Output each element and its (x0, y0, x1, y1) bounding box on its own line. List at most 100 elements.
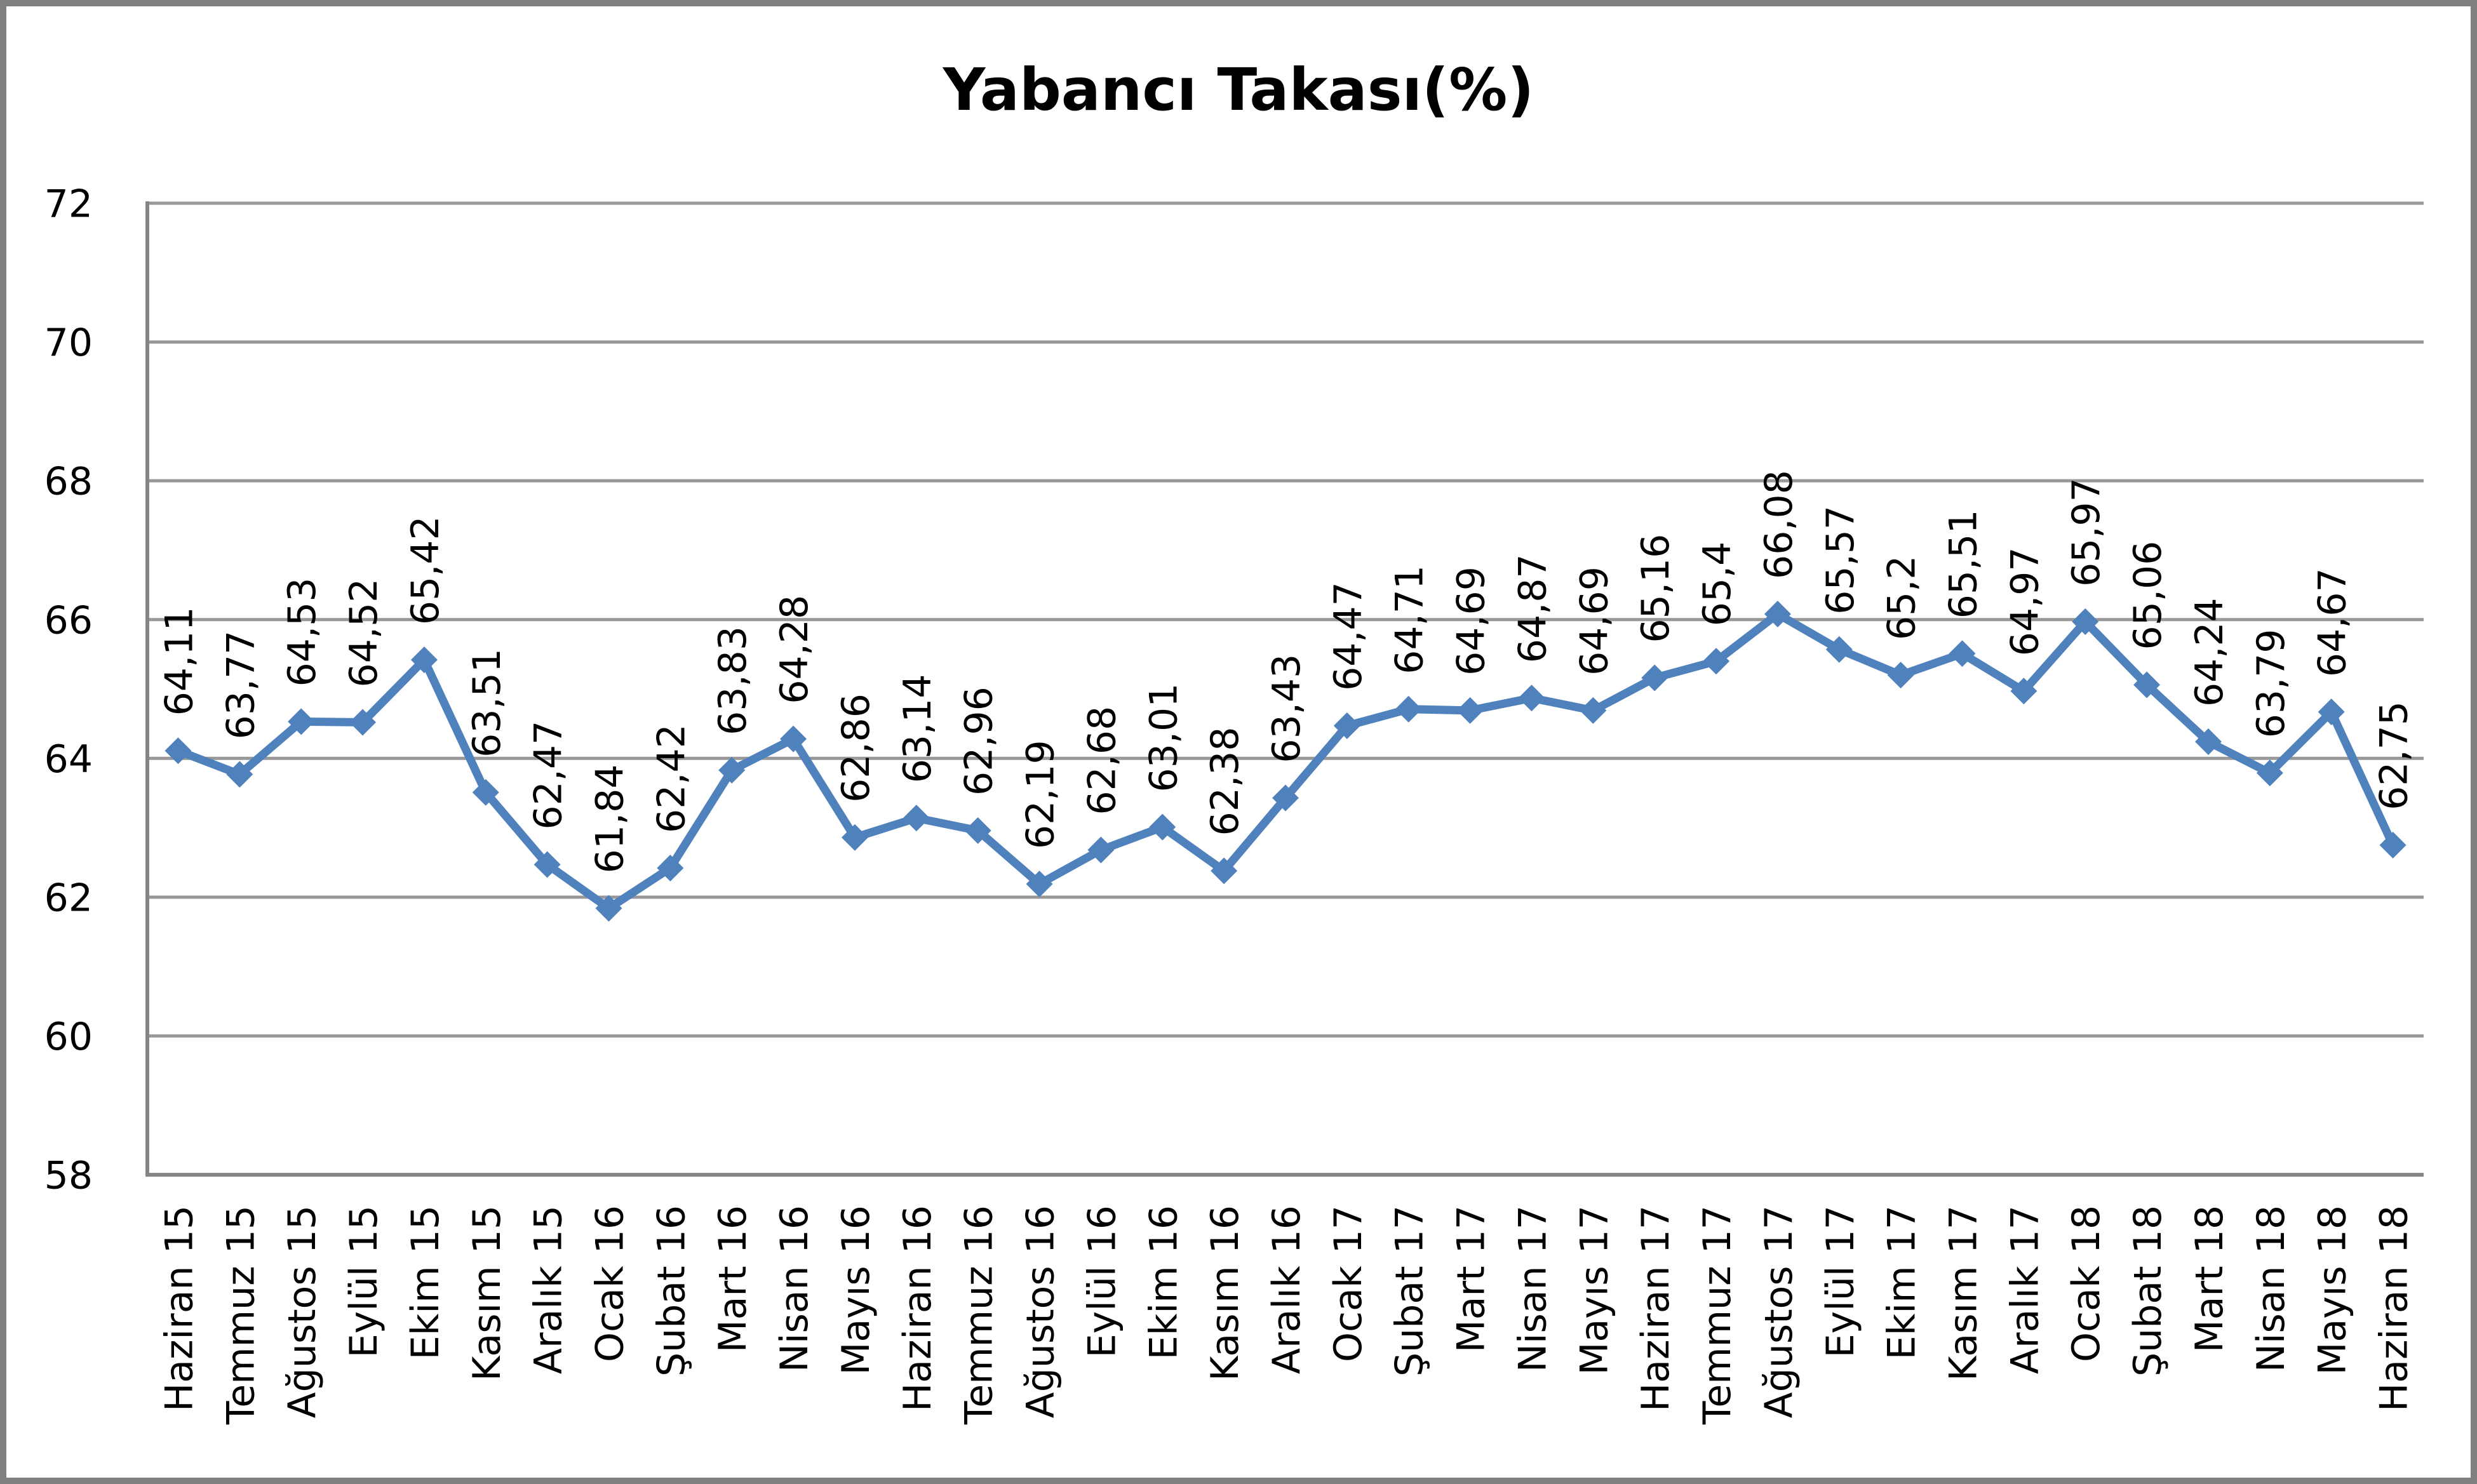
x-axis-category-label: Ağustos 16 (1019, 1205, 1063, 1418)
data-point-marker (226, 761, 253, 788)
y-axis-tick-label: 70 (44, 321, 93, 365)
data-point-label: 64,52 (342, 578, 386, 688)
y-axis-tick-label: 60 (44, 1015, 93, 1059)
data-point-label: 62,86 (834, 693, 878, 803)
data-point-label: 63,43 (1265, 654, 1309, 763)
data-point-marker (1395, 695, 1422, 723)
x-axis-category-label: Eylül 15 (342, 1205, 386, 1358)
data-point-label: 63,01 (1141, 683, 1186, 792)
x-axis-category-label: Aralık 16 (1265, 1205, 1309, 1374)
data-point-marker (1026, 871, 1053, 898)
data-point-label: 63,83 (711, 626, 755, 735)
data-point-marker (1949, 640, 1976, 667)
x-axis-category-label: Kasım 17 (1942, 1205, 1986, 1381)
data-point-marker (657, 854, 684, 881)
data-point-marker (1887, 662, 1914, 689)
data-point-marker (1333, 712, 1360, 739)
x-axis-category-label: Nisan 18 (2249, 1205, 2293, 1372)
x-axis-category-label: Temmuz 17 (1695, 1205, 1740, 1425)
data-point-label: 65,4 (1695, 542, 1740, 627)
data-point-label: 65,97 (2064, 478, 2109, 587)
x-axis-category-label: Aralık 15 (527, 1205, 571, 1374)
y-axis-tick-label: 64 (44, 737, 93, 782)
data-point-label: 62,38 (1203, 727, 1247, 836)
data-point-marker (1641, 664, 1668, 692)
x-axis-category-label: Haziran 17 (1634, 1205, 1678, 1412)
data-point-marker (1149, 813, 1176, 841)
data-point-marker (288, 708, 315, 735)
x-axis-category-label: Şubat 16 (649, 1205, 694, 1377)
data-point-label: 64,28 (772, 595, 817, 704)
y-axis-tick-labels: 58 60 62 64 66 68 70 72 (44, 182, 93, 1198)
x-axis-category-label: Mart 18 (2187, 1205, 2232, 1353)
data-point-label: 64,47 (1326, 582, 1371, 691)
x-axis-category-label: Mayıs 17 (1572, 1205, 1616, 1375)
data-point-marker (1087, 836, 1115, 864)
y-axis-tick-label: 66 (44, 598, 93, 643)
data-point-marker (2133, 671, 2161, 699)
data-point-marker (2379, 831, 2407, 859)
data-point-label: 62,19 (1019, 740, 1063, 849)
data-point-label: 62,47 (527, 721, 571, 830)
data-point-label: 65,06 (2126, 541, 2170, 650)
data-point-label: 64,69 (1449, 566, 1494, 676)
data-point-marker (718, 756, 746, 784)
data-point-marker (349, 709, 377, 736)
x-axis-category-label: Haziran 16 (896, 1205, 940, 1412)
data-point-marker (2256, 759, 2283, 787)
data-point-label: 65,16 (1634, 534, 1678, 643)
data-point-marker (964, 817, 991, 844)
y-axis-tick-label: 62 (44, 876, 93, 920)
data-point-label: 64,69 (1572, 566, 1616, 676)
data-point-markers (164, 600, 2407, 922)
x-axis-category-label: Temmuz 16 (957, 1205, 1002, 1425)
data-point-marker (410, 646, 438, 674)
x-axis-category-label: Ocak 16 (587, 1205, 632, 1362)
data-point-marker (1272, 784, 1299, 812)
x-axis-category-label: Kasım 15 (465, 1205, 509, 1381)
y-axis-tick-label: 68 (44, 460, 93, 504)
data-point-label: 64,67 (2311, 568, 2355, 677)
data-point-marker (472, 779, 499, 806)
x-axis-category-label: Ekim 17 (1880, 1205, 1924, 1360)
data-point-marker (2010, 678, 2037, 705)
x-axis-category-label: Ağustos 15 (280, 1205, 325, 1418)
x-axis-category-label: Mart 16 (711, 1205, 755, 1353)
x-axis-category-label: Ekim 15 (403, 1205, 448, 1360)
data-point-labels: 64,11 63,77 64,53 64,52 65,42 63,51 62,47 61,84… (157, 470, 2416, 873)
data-point-label: 64,71 (1388, 565, 1432, 674)
data-point-label: 62,75 (2372, 701, 2417, 810)
data-point-marker (1518, 685, 1545, 712)
data-point-label: 65,57 (1818, 505, 1863, 615)
x-axis-category-label: Ocak 17 (1326, 1205, 1371, 1362)
data-point-label: 64,53 (280, 578, 325, 687)
x-axis-category-label: Kasım 16 (1203, 1205, 1247, 1381)
data-point-marker (1580, 697, 1607, 724)
x-axis-category-label: Nisan 17 (1510, 1205, 1555, 1372)
data-point-label: 63,77 (218, 631, 263, 740)
data-point-marker (1764, 600, 1791, 627)
x-axis-category-label: Nisan 16 (772, 1205, 817, 1372)
x-axis-category-label: Temmuz 15 (218, 1205, 263, 1425)
x-axis-category-labels: Haziran 15 Temmuz 15 Ağustos 15 Eylül 15 Eki… (157, 1205, 2416, 1425)
data-point-label: 65,51 (1942, 509, 1986, 618)
data-point-label: 63,51 (465, 648, 509, 758)
x-axis-category-label: Haziran 15 (157, 1205, 201, 1412)
data-point-label: 66,08 (1757, 470, 1801, 579)
data-point-label: 61,84 (587, 765, 632, 874)
data-point-marker (595, 895, 622, 922)
data-point-label: 62,68 (1080, 706, 1124, 815)
data-point-marker (780, 725, 807, 752)
data-point-label: 62,42 (649, 724, 694, 833)
data-point-label: 64,11 (157, 606, 201, 716)
data-point-marker (1456, 697, 1484, 724)
x-axis-category-label: Eylül 17 (1818, 1205, 1863, 1358)
data-point-marker (2072, 608, 2099, 635)
data-point-marker (903, 805, 930, 832)
data-point-marker (164, 737, 192, 765)
data-point-marker (1211, 857, 1238, 885)
data-point-label: 65,42 (403, 516, 448, 625)
chart-title: Yabancı Takası(%) (943, 56, 1534, 124)
x-axis-category-label: Mayıs 18 (2311, 1205, 2355, 1375)
